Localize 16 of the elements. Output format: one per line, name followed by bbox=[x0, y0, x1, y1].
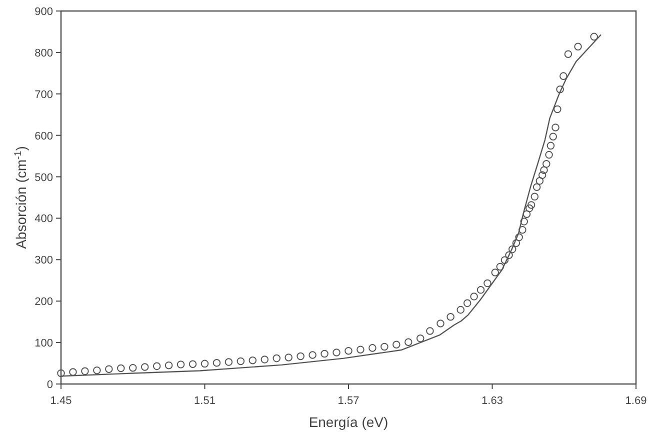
y-tick-label: 100 bbox=[34, 338, 53, 350]
y-tick-label: 300 bbox=[34, 254, 53, 267]
x-tick-label: 1.69 bbox=[625, 395, 647, 407]
x-tick-label: 1.51 bbox=[194, 395, 216, 407]
y-tick-label: 700 bbox=[34, 88, 53, 101]
y-tick-label: 500 bbox=[34, 172, 53, 184]
x-tick-label: 1.57 bbox=[338, 395, 360, 407]
y-tick-label: 200 bbox=[34, 296, 53, 308]
y-tick-label: 900 bbox=[34, 6, 53, 18]
x-tick-label: 1.45 bbox=[50, 395, 72, 407]
x-axis-title: Energía (eV) bbox=[308, 414, 388, 430]
y-tick-label: 600 bbox=[34, 130, 53, 142]
x-tick-label: 1.63 bbox=[482, 395, 503, 407]
y-tick-label: 800 bbox=[34, 47, 53, 60]
y-tick-label: 0 bbox=[46, 379, 53, 391]
y-tick-label: 400 bbox=[34, 213, 53, 226]
